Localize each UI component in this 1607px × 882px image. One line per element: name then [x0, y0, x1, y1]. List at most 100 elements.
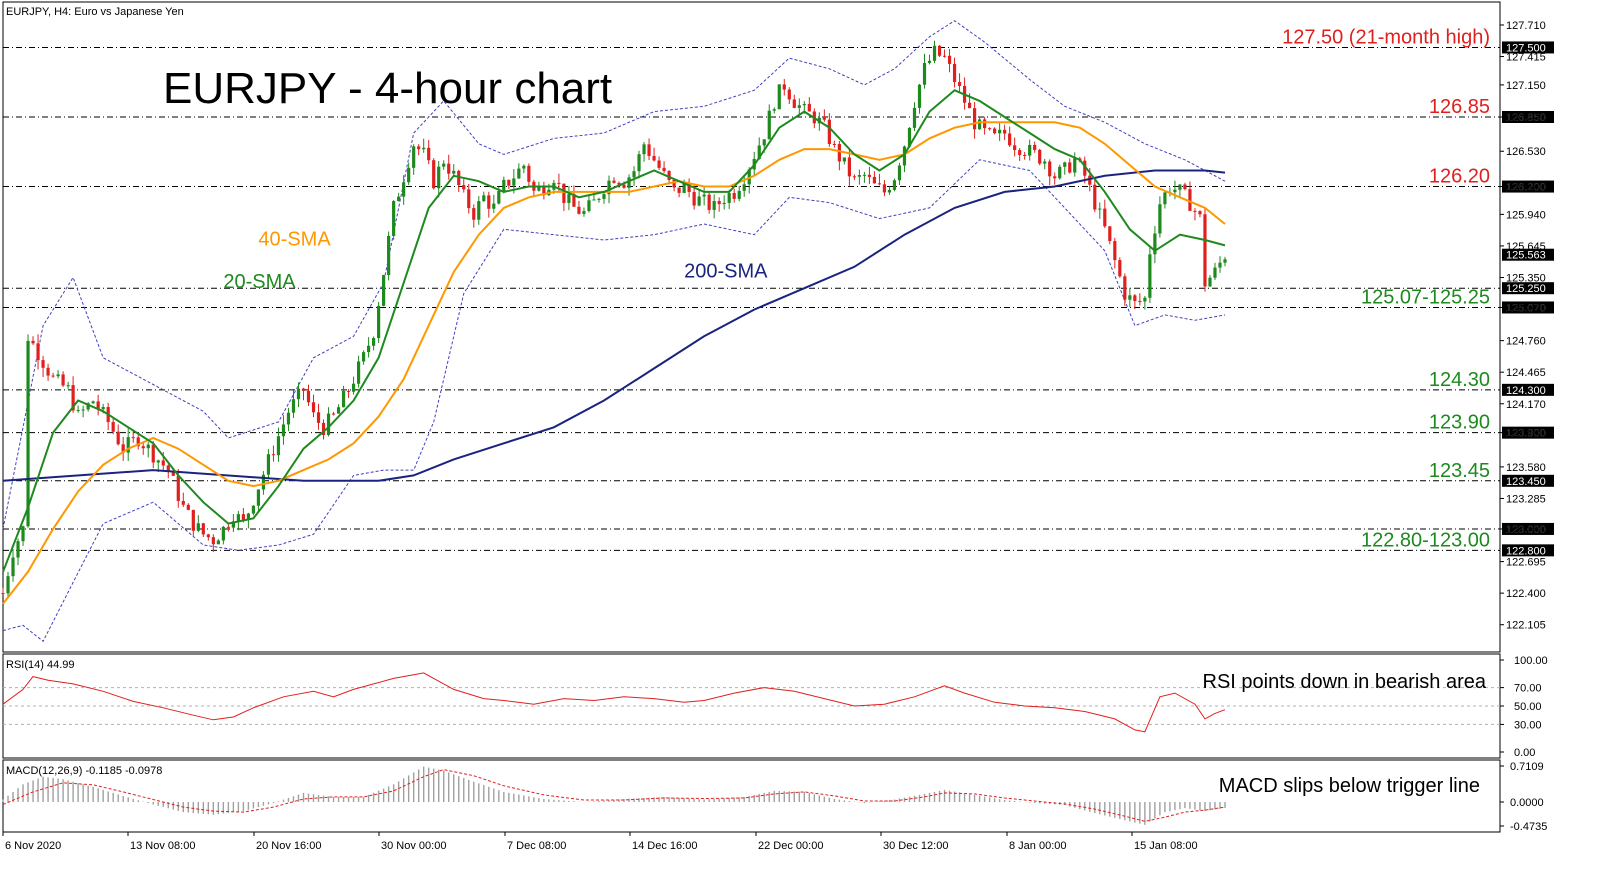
symbol-label: EURJPY, H4: Euro vs Japanese Yen: [6, 6, 184, 18]
candle-body: [977, 119, 982, 130]
price-tick-label: 124.465: [1506, 367, 1546, 379]
candle-body: [211, 537, 215, 545]
candle-body: [877, 183, 882, 185]
candle-body: [41, 360, 45, 368]
level-label: 122.80-123.00: [1361, 529, 1490, 551]
candle-body: [1053, 176, 1057, 179]
level-price-tag-text: 125.070: [1506, 302, 1546, 314]
sma40-line: [2, 121, 1226, 605]
rsi-tick-label: 70.00: [1514, 683, 1542, 695]
candle-body: [336, 407, 341, 414]
candle-body: [497, 191, 501, 204]
candle-body: [1203, 214, 1207, 287]
level-label: 123.90: [1429, 412, 1490, 434]
time-tick-label: 13 Nov 08:00: [130, 840, 195, 852]
candle-body: [832, 143, 836, 145]
level-label: 126.85: [1429, 96, 1490, 118]
candle-body: [266, 454, 271, 475]
candle-body: [772, 109, 776, 111]
candle-body: [517, 168, 521, 179]
candle-body: [472, 208, 476, 220]
candle-body: [1073, 158, 1077, 173]
candle-body: [577, 206, 581, 214]
level-label: 123.45: [1429, 460, 1490, 482]
candle-body: [356, 361, 361, 384]
candle-body: [146, 444, 150, 449]
candle-body: [221, 526, 225, 541]
candle-body: [642, 144, 646, 155]
price-tick-label: 123.000: [1506, 524, 1546, 536]
candle-body: [151, 444, 155, 463]
candle-body: [1088, 175, 1092, 185]
level-label: 124.30: [1429, 369, 1490, 391]
candle-body: [407, 167, 411, 183]
level-price-tag-text: 127.500: [1506, 42, 1546, 54]
price-tick-label: 122.400: [1506, 588, 1546, 600]
candle-body: [1008, 133, 1012, 146]
level-label: 125.07-125.25: [1361, 286, 1490, 308]
candlesticks: [1, 40, 1227, 599]
candle-body: [271, 454, 276, 456]
candle-body: [1153, 233, 1157, 255]
price-axis: 127.500 126.850 126.200 125.250 125.070 124.3…: [1500, 20, 1554, 632]
candle-body: [762, 139, 766, 146]
candle-body: [952, 63, 957, 83]
candle-body: [792, 99, 796, 108]
candle-body: [557, 182, 561, 184]
candle-body: [61, 374, 65, 386]
candle-body: [983, 119, 987, 129]
level-price-tag-text: 125.250: [1506, 283, 1546, 295]
rsi-annotation: RSI points down in bearish area: [1203, 671, 1487, 693]
candle-body: [1138, 300, 1142, 302]
candle-body: [912, 107, 917, 128]
candle-body: [1098, 208, 1102, 210]
candle-body: [1083, 160, 1087, 176]
candle-body: [727, 193, 731, 203]
candle-body: [1038, 149, 1042, 164]
candle-body: [1158, 204, 1162, 234]
candle-body: [321, 422, 326, 435]
candle-body: [872, 176, 877, 184]
candle-body: [1148, 254, 1152, 298]
candle-body: [181, 500, 185, 505]
candle-body: [1143, 297, 1147, 302]
level-price-tag: [1502, 41, 1554, 54]
candle-body: [1063, 162, 1067, 167]
candle-body: [562, 183, 566, 203]
price-tick-label: 126.200: [1506, 182, 1546, 194]
candle-body: [31, 340, 35, 344]
candle-body: [457, 170, 461, 186]
candle-body: [757, 145, 761, 159]
candle-body: [617, 182, 621, 185]
candle-body: [902, 146, 907, 166]
level-price-tag: [1502, 180, 1554, 193]
candle-body: [622, 184, 626, 188]
candle-body: [1058, 166, 1062, 179]
candle-body: [361, 352, 366, 362]
candle-body: [246, 513, 251, 520]
time-tick-label: 8 Jan 00:00: [1009, 840, 1067, 852]
price-tick-label: 122.695: [1506, 557, 1546, 569]
candle-body: [251, 505, 256, 514]
candle-body: [582, 211, 586, 214]
candle-body: [932, 45, 937, 61]
candle-body: [226, 526, 230, 528]
candle-body: [276, 436, 281, 456]
candle-body: [306, 390, 311, 403]
candle-body: [191, 509, 195, 531]
candle-body: [377, 305, 381, 339]
rsi-label: RSI(14) 44.99: [6, 659, 74, 671]
macd-tick-label: 0.0000: [1510, 797, 1544, 809]
candle-body: [397, 196, 401, 202]
candle-body: [116, 431, 120, 445]
candle-body: [1133, 295, 1137, 301]
macd-tick-label: 0.7109: [1510, 761, 1544, 773]
candle-body: [672, 179, 676, 188]
level-labels: 127.50 (21-month high) 126.85 126.20 125.07…: [223, 26, 1490, 551]
candle-body: [737, 190, 741, 199]
candle-body: [777, 84, 781, 110]
candle-body: [66, 385, 70, 387]
moving-averages: [2, 89, 1226, 605]
candle-body: [482, 195, 486, 202]
candle-body: [712, 200, 716, 210]
